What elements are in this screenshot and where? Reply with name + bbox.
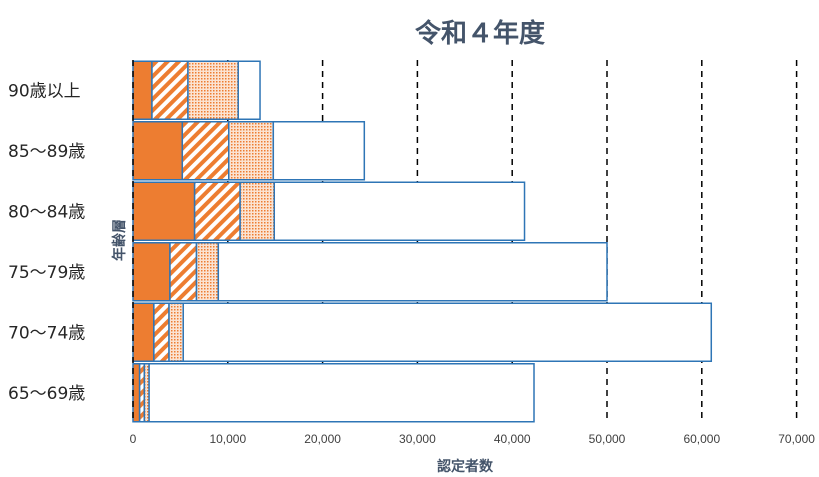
chart-title: 令和４年度 — [415, 18, 545, 49]
y-axis-label: 年齢層 — [111, 219, 128, 261]
bar-3-series-0 — [132, 242, 171, 302]
x-tick-label-2: 20,000 — [304, 432, 341, 446]
x-tick-label-4: 40,000 — [494, 432, 531, 446]
bar-0-series-3 — [237, 60, 261, 120]
x-tick-label-0: 0 — [130, 432, 137, 446]
category-label-3: 75～79歳 — [8, 263, 85, 283]
bar-4-series-1 — [153, 302, 170, 362]
bar-2-series-1 — [193, 181, 241, 241]
x-axis-label: 認定者数 — [437, 458, 494, 475]
x-tick-label-3: 30,000 — [399, 432, 436, 446]
category-label-1: 85～89歳 — [8, 142, 85, 162]
x-tick-label-6: 60,000 — [683, 432, 720, 446]
bar-2-series-2 — [239, 181, 276, 241]
bar-2-series-3 — [273, 181, 526, 241]
bar-3-series-3 — [217, 242, 608, 302]
x-tick-label-5: 50,000 — [589, 432, 626, 446]
bar-3-series-2 — [195, 242, 220, 302]
gridlines — [227, 60, 798, 423]
x-tick-labels: 0 10,000 20,000 30,000 40,000 50,000 60,000 70,… — [130, 432, 816, 446]
x-tick-label-7: 70,000 — [778, 432, 815, 446]
bar-2-series-0 — [132, 181, 196, 241]
category-labels: 90歳以上 85～89歳 80～84歳 75～79歳 70～74歳 65～69歳 — [8, 81, 85, 404]
bar-4-series-3 — [182, 302, 713, 362]
bars — [132, 60, 713, 423]
category-label-5: 65～69歳 — [8, 384, 85, 404]
x-tick-label-1: 10,000 — [209, 432, 246, 446]
bar-0-series-2 — [187, 60, 239, 120]
category-label-0: 90歳以上 — [8, 81, 81, 101]
category-label-2: 80～84歳 — [8, 202, 85, 222]
bar-5-series-3 — [148, 363, 535, 423]
bar-4-series-2 — [168, 302, 184, 362]
bar-0-series-0 — [132, 60, 153, 120]
bar-1-series-1 — [181, 121, 230, 181]
bar-0-series-1 — [151, 60, 189, 120]
bar-4-series-0 — [132, 302, 155, 362]
bar-1-series-0 — [132, 121, 184, 181]
bar-5-series-0 — [132, 363, 141, 423]
bar-3-series-1 — [169, 242, 198, 302]
bar-1-series-3 — [272, 121, 366, 181]
bar-1-series-2 — [227, 121, 275, 181]
category-label-4: 70～74歳 — [8, 323, 85, 343]
